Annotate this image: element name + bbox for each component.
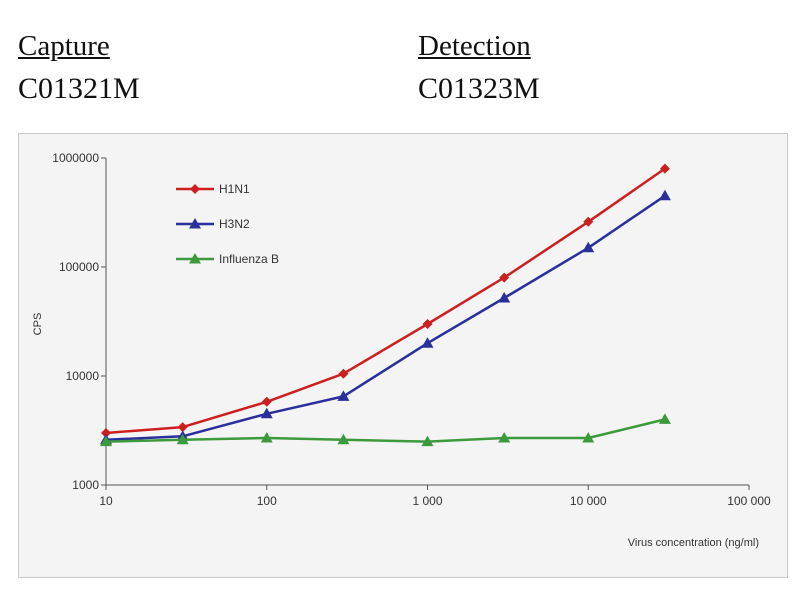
data-point-influenza-b — [658, 413, 671, 424]
data-point-influenza-b — [582, 431, 595, 443]
data-point-h1n1 — [583, 216, 594, 227]
capture-code: C01321M — [18, 72, 140, 105]
data-point-h3n2 — [658, 189, 671, 201]
detection-code: C01323M — [418, 72, 540, 105]
line-chart: 1000 10000 100000 1000000 10 100 1 000 10 000 10… — [32, 151, 771, 549]
data-point-h1n1 — [659, 163, 670, 174]
data-point-h3n2 — [337, 390, 350, 401]
legend-label-h1n1: H1N1 — [219, 182, 250, 196]
data-point-influenza-b — [337, 433, 350, 445]
data-point-h1n1 — [177, 422, 188, 433]
data-point-h3n2 — [498, 291, 511, 303]
x-tick-label: 10 — [99, 494, 113, 508]
legend-label-influenza-b: Influenza B — [219, 252, 279, 266]
x-tick-label: 100 000 — [727, 494, 771, 508]
data-point-h3n2 — [582, 241, 595, 253]
y-tick-label: 10000 — [66, 369, 100, 383]
x-tick-label: 10 000 — [570, 494, 607, 508]
y-tick-label: 1000000 — [52, 151, 99, 165]
data-point-h1n1 — [261, 396, 272, 407]
x-tick-label: 100 — [257, 494, 277, 508]
data-point-h3n2 — [421, 337, 434, 348]
legend-marker-h3n2 — [189, 218, 201, 229]
series-line-h1n1 — [105, 167, 666, 435]
capture-label: Capture — [18, 30, 110, 62]
data-point-h1n1 — [101, 427, 111, 438]
data-point-h1n1 — [499, 272, 510, 283]
y-tick-label: 100000 — [59, 260, 99, 274]
data-point-influenza-b — [260, 431, 273, 443]
legend-marker-influenza-b — [189, 253, 201, 264]
data-point-influenza-b — [176, 433, 189, 445]
data-point-influenza-b — [100, 435, 112, 447]
x-axis-title: Virus concentration (ng/ml) — [628, 537, 759, 549]
x-tick-label: 1 000 — [412, 494, 442, 508]
series-line-h3n2 — [105, 194, 666, 442]
chart-panel: 1000 10000 100000 1000000 10 100 1 000 10 000 10… — [18, 133, 788, 578]
series-line-influenza-b — [105, 418, 666, 443]
data-point-h1n1 — [422, 318, 433, 329]
data-point-h1n1 — [338, 368, 349, 379]
data-point-influenza-b — [498, 431, 511, 443]
y-axis-title: CPS — [32, 313, 44, 336]
y-tick-label: 1000 — [72, 478, 99, 492]
detection-label: Detection — [418, 30, 531, 62]
data-point-h3n2 — [260, 407, 273, 419]
legend-label-h3n2: H3N2 — [219, 217, 250, 231]
legend-marker-h1n1 — [190, 184, 200, 194]
data-point-influenza-b — [421, 435, 434, 447]
